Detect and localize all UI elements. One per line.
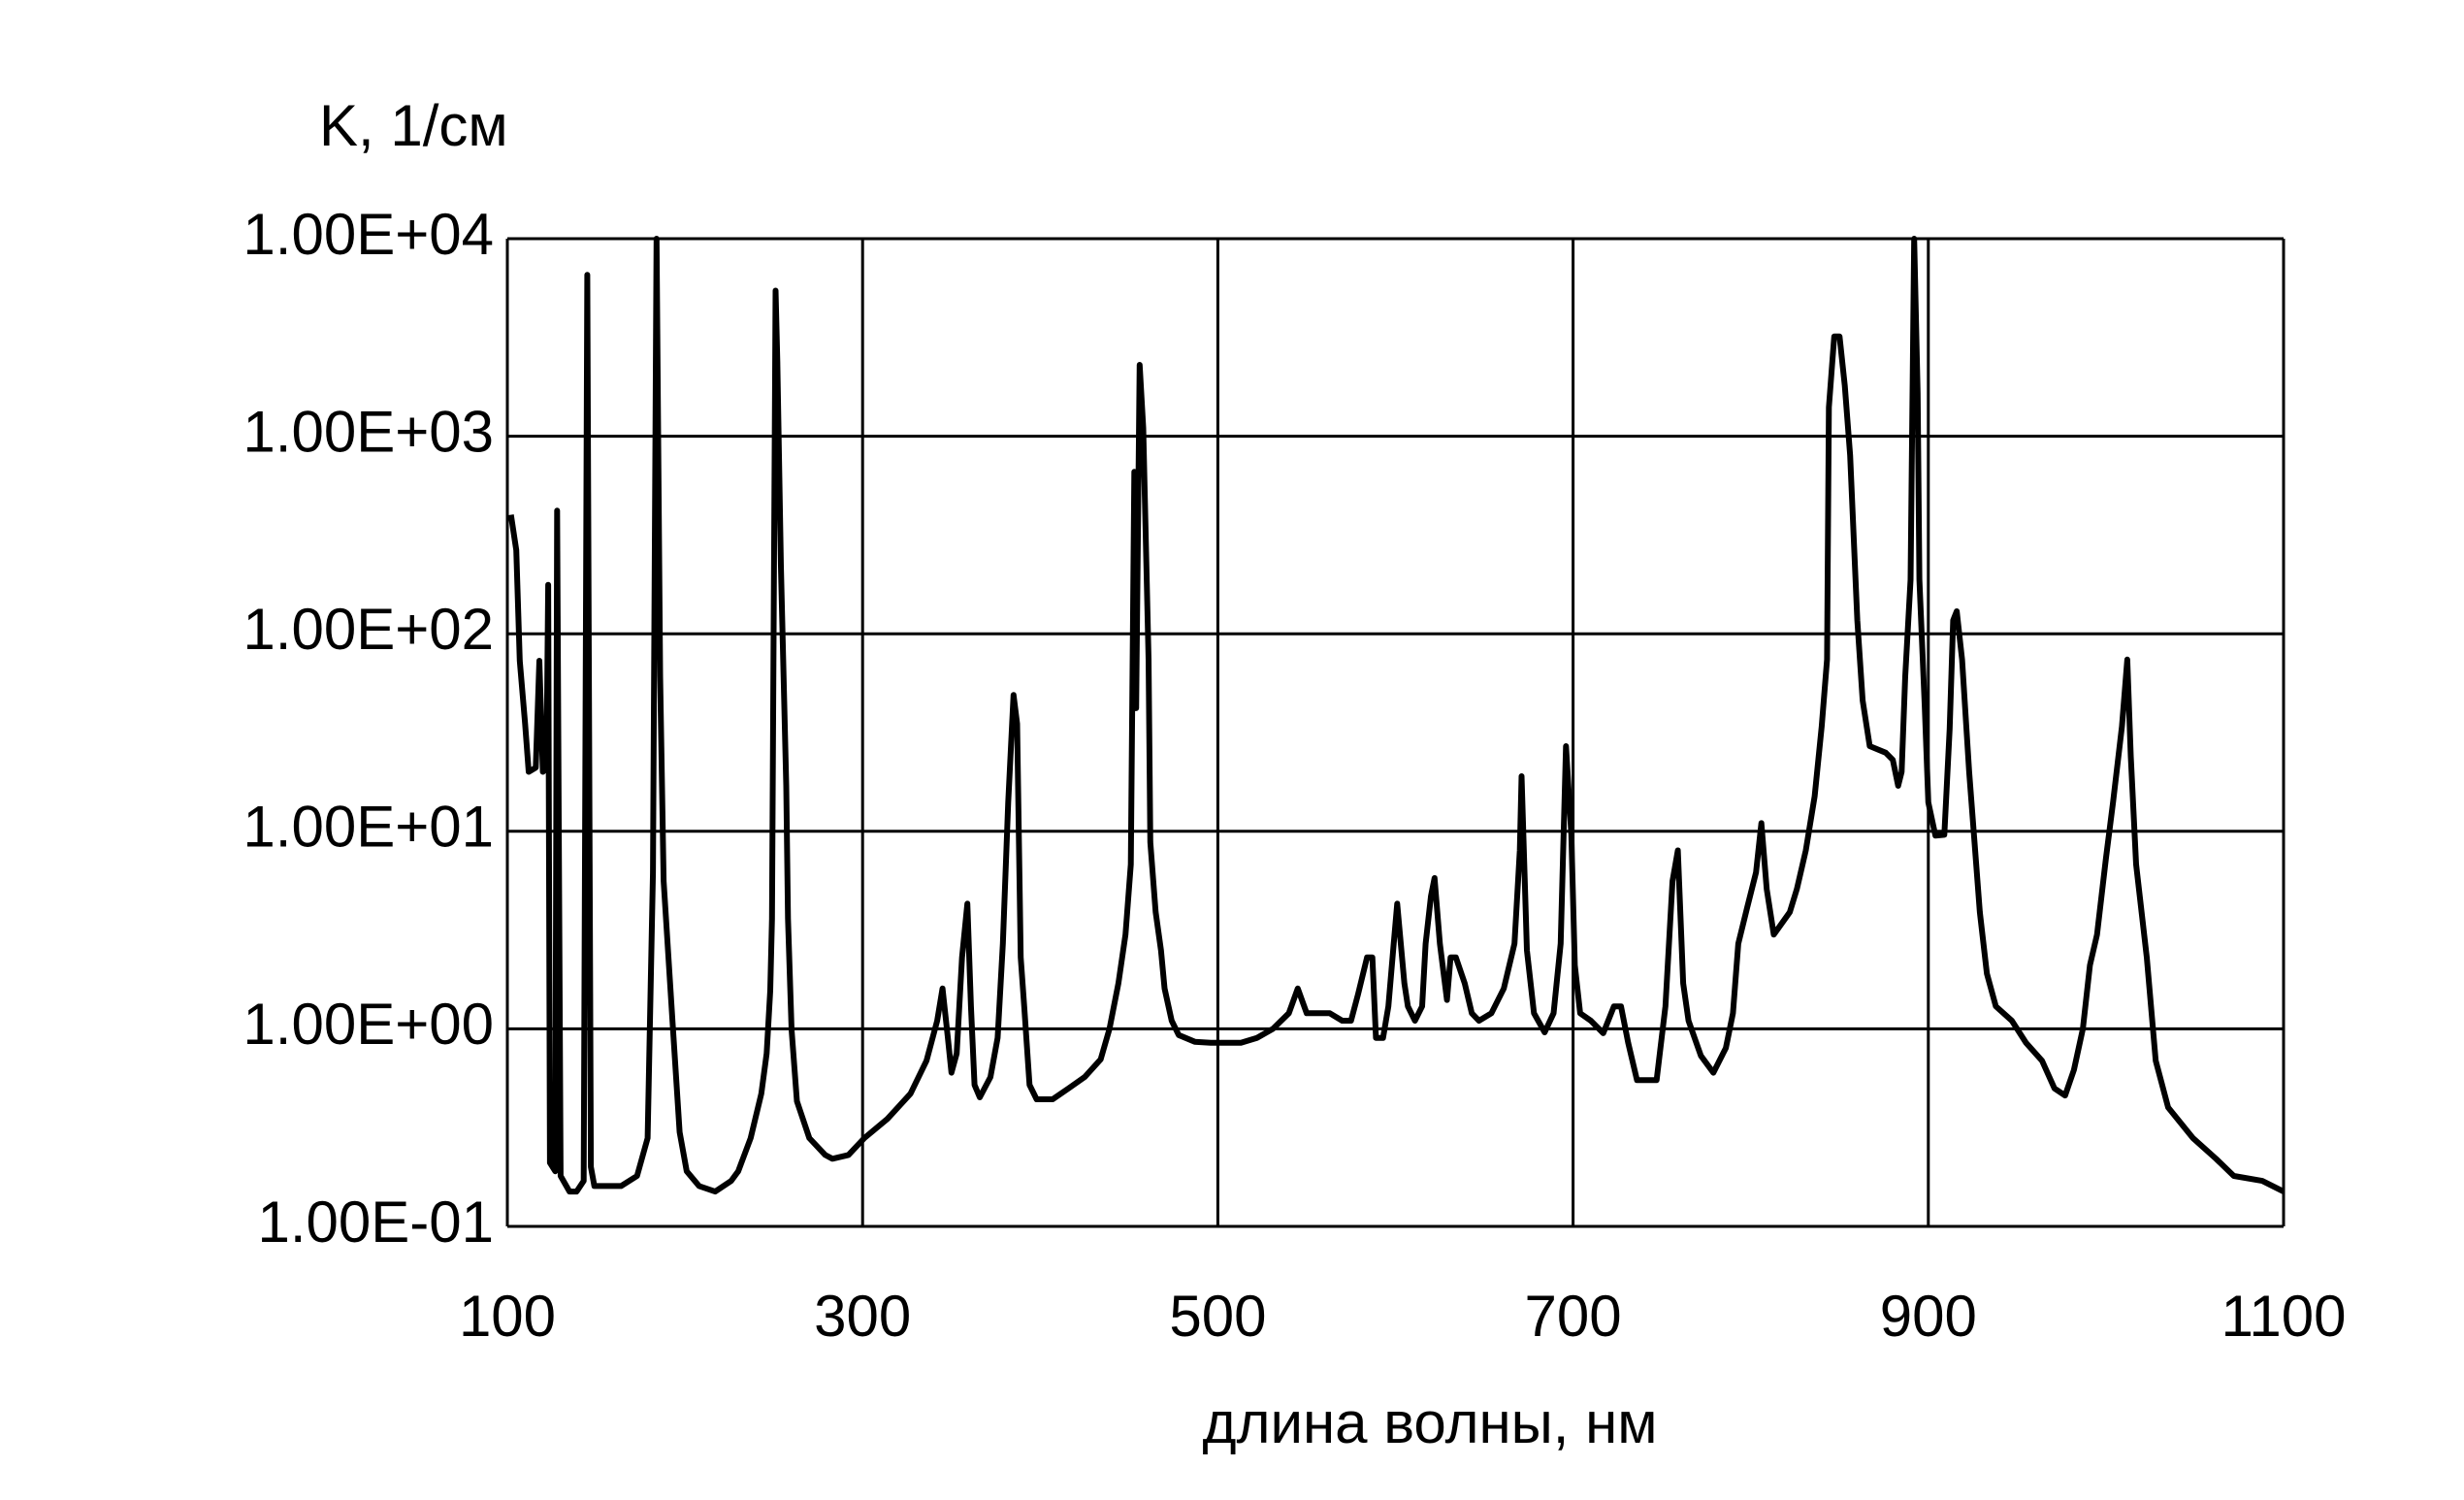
x-tick-label: 900	[1880, 1284, 1977, 1349]
y-tick-label: 1.00E+02	[243, 597, 494, 662]
x-tick-label: 300	[814, 1284, 911, 1349]
data-line	[507, 236, 2286, 1195]
y-tick-label: 1.00E+03	[243, 399, 494, 464]
x-tick-label: 100	[459, 1284, 556, 1349]
x-tick-label: 700	[1525, 1284, 1622, 1349]
y-tick-label: 1.00E+01	[243, 795, 494, 860]
y-tick-label: 1.00E-01	[257, 1190, 494, 1255]
x-axis-label: длина волны, нм	[1203, 1390, 1658, 1455]
x-tick-label: 1100	[2221, 1284, 2346, 1349]
x-tick-label: 500	[1169, 1284, 1266, 1349]
y-tick-label: 1.00E+04	[243, 202, 494, 267]
y-axis-label: K, 1/см	[319, 93, 508, 158]
y-tick-label: 1.00E+00	[243, 992, 494, 1057]
